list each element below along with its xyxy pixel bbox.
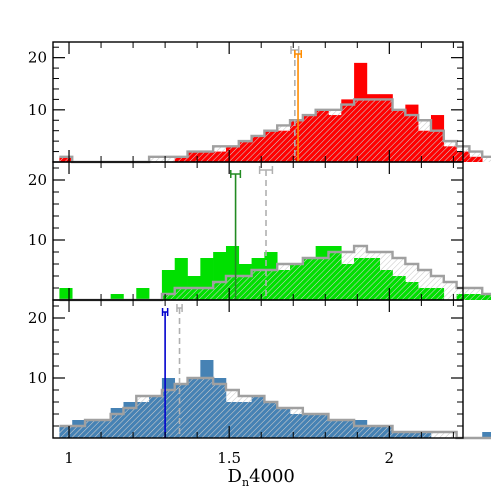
histogram-bar <box>482 432 491 438</box>
reference-hatch-highlight <box>59 246 491 300</box>
x-axis-label: Dn4000 <box>228 466 295 489</box>
reference-hatch-highlight <box>59 378 491 438</box>
histogram-bar <box>136 288 150 300</box>
y-tick-label: 20 <box>28 309 47 327</box>
x-tick-label: 1.5 <box>217 449 241 467</box>
histogram-bar <box>161 270 176 300</box>
x-tick-label: 1 <box>64 449 74 467</box>
y-tick-label: 20 <box>28 171 47 189</box>
reference-outline <box>59 244 491 302</box>
y-tick-label: 10 <box>28 231 47 249</box>
x-axis-label-main: D <box>228 466 242 487</box>
panels-group: 10 20 10 20 10 20 <box>28 41 491 440</box>
y-tick-label: 20 <box>28 49 47 67</box>
reference-outline <box>59 98 491 164</box>
histogram-panel-3: 10 20 <box>28 299 491 440</box>
histogram-bar <box>110 294 124 300</box>
x-axis-label-tail: 4000 <box>249 466 295 487</box>
histogram-panel-2: 10 20 <box>28 161 491 302</box>
x-axis: 1 1.5 2 Dn4000 <box>64 449 394 489</box>
panel-frame <box>52 299 464 439</box>
histogram-bar <box>59 288 73 300</box>
histogram-panel-1: 10 20 <box>28 41 491 164</box>
x-axis-label-sub: n <box>242 476 249 489</box>
y-tick-label: 10 <box>28 369 47 387</box>
y-tick-label: 10 <box>28 101 47 119</box>
reference-outline <box>59 376 491 440</box>
x-tick-label: 2 <box>385 449 395 467</box>
